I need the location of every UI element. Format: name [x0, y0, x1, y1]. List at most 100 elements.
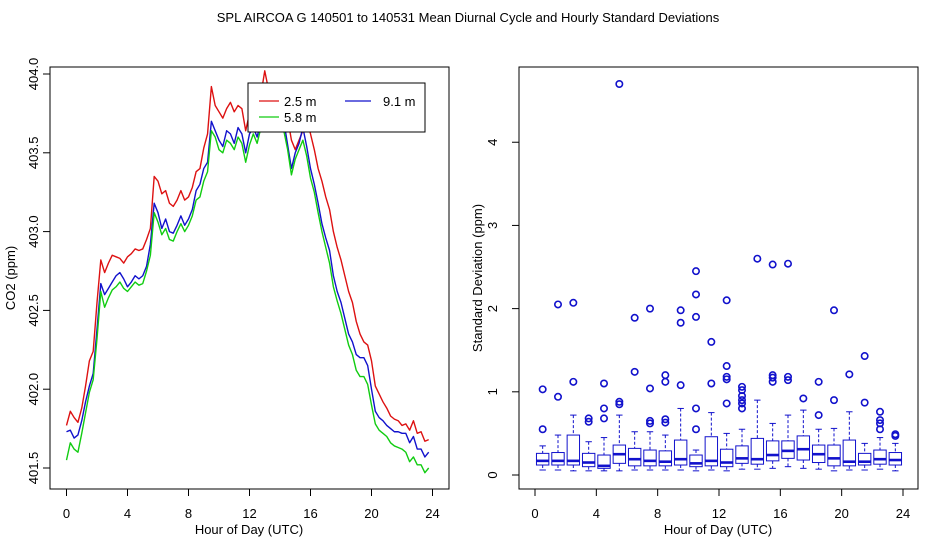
- boxplot-ylabel: Standard Deviation (ppm): [470, 204, 485, 352]
- x-tick-label: 8: [654, 506, 661, 521]
- y-tick-label: 403.5: [26, 137, 41, 170]
- y-tick-label: 4: [485, 139, 500, 146]
- box-outlier: [783, 259, 792, 268]
- box-outlier: [860, 398, 869, 407]
- box-iqr: [735, 445, 749, 464]
- box-hour: [735, 382, 749, 470]
- boxplot-y-axis: 0 1 2 3 4: [485, 139, 519, 479]
- box-hour: [612, 80, 627, 472]
- box-outlier: [584, 414, 593, 423]
- box-outlier: [691, 312, 700, 321]
- y-tick-label: 403.0: [26, 215, 41, 248]
- box-outlier: [538, 385, 547, 394]
- box-outlier: [538, 425, 547, 434]
- box-outlier: [722, 372, 731, 381]
- box-outlier: [691, 267, 700, 276]
- box-hour: [719, 296, 734, 472]
- boxplot-xlabel: Hour of Day (UTC): [664, 522, 772, 537]
- y-tick-label: 402.0: [26, 373, 41, 406]
- box-hour: [658, 371, 673, 471]
- box-hour: [597, 379, 611, 472]
- box-outlier: [737, 396, 746, 405]
- box-hour: [643, 304, 657, 471]
- legend-label-2-5m: 2.5 m: [284, 94, 317, 109]
- box-hour: [873, 407, 887, 470]
- x-tick-label: 24: [896, 506, 910, 521]
- boxplot-x-axis: 0 4 8 12 16 20 24: [531, 489, 910, 521]
- box-outlier: [615, 397, 624, 406]
- box-iqr: [535, 452, 550, 466]
- box-iqr: [689, 454, 703, 468]
- box-iqr: [857, 452, 872, 466]
- box-outlier: [753, 254, 762, 263]
- box-outlier: [814, 377, 823, 386]
- box-outlier: [553, 392, 562, 401]
- box-outlier: [676, 306, 685, 315]
- box-outlier: [768, 260, 777, 269]
- box-outlier: [814, 411, 823, 420]
- box-outlier: [630, 367, 639, 376]
- box-hour: [551, 300, 565, 471]
- box-outlier: [584, 417, 593, 426]
- box-hour: [750, 254, 765, 470]
- box-iqr: [643, 449, 657, 467]
- line-chart-y-axis: 401.5 402.0 402.5 403.0 403.5 404.0: [26, 58, 50, 485]
- box-hour: [842, 370, 857, 471]
- box-iqr: [765, 440, 780, 462]
- line-chart-panel: 0 4 8 12 16 20 24 401.5 402.0 402.5 403.0 403.5 404…: [3, 58, 450, 537]
- chart-title: SPL AIRCOA G 140501 to 140531 Mean Diurn…: [217, 10, 720, 25]
- box-outlier: [661, 418, 670, 427]
- box-outlier: [737, 382, 746, 391]
- box-outlier: [676, 381, 685, 390]
- box-hour: [704, 337, 719, 471]
- box-outlier: [722, 362, 731, 371]
- x-tick-label: 4: [593, 506, 600, 521]
- line-chart-ylabel: CO2 (ppm): [3, 246, 18, 310]
- box-outlier: [875, 407, 884, 416]
- box-outlier: [691, 425, 700, 434]
- boxplot-boxes: [535, 80, 903, 472]
- box-outlier: [661, 371, 670, 380]
- box-outlier: [676, 318, 685, 327]
- y-tick-label: 404.0: [26, 58, 41, 91]
- box-outlier: [599, 414, 608, 423]
- box-hour: [673, 306, 688, 471]
- box-outlier: [553, 300, 562, 309]
- box-outlier: [722, 399, 731, 408]
- box-outlier: [707, 337, 716, 346]
- box-outlier: [630, 313, 639, 322]
- box-iqr: [597, 454, 611, 469]
- x-tick-label: 4: [124, 506, 131, 521]
- legend-label-5-8m: 5.8 m: [284, 110, 317, 125]
- box-iqr: [551, 452, 565, 466]
- box-iqr: [704, 436, 719, 467]
- line-chart-xlabel: Hour of Day (UTC): [195, 522, 303, 537]
- box-hour: [888, 430, 903, 472]
- box-outlier: [722, 375, 731, 384]
- box-outlier: [783, 376, 792, 385]
- x-tick-label: 20: [364, 506, 378, 521]
- box-outlier: [845, 370, 854, 379]
- box-outlier: [860, 352, 869, 361]
- x-tick-label: 24: [425, 506, 439, 521]
- box-outlier: [615, 80, 624, 89]
- x-tick-label: 12: [712, 506, 726, 521]
- y-tick-label: 401.5: [26, 452, 41, 485]
- box-outlier: [891, 430, 900, 439]
- legend-label-9-1m: 9.1 m: [383, 94, 416, 109]
- x-tick-label: 20: [834, 506, 848, 521]
- box-outlier: [691, 404, 700, 413]
- x-tick-label: 8: [185, 506, 192, 521]
- y-tick-label: 3: [485, 222, 500, 229]
- box-hour: [566, 298, 581, 472]
- box-outlier: [829, 306, 838, 315]
- box-outlier: [569, 298, 578, 307]
- box-iqr: [673, 439, 688, 466]
- box-iqr: [873, 449, 887, 465]
- box-outlier: [875, 419, 884, 428]
- y-tick-label: 1: [485, 388, 500, 395]
- box-outlier: [661, 415, 670, 424]
